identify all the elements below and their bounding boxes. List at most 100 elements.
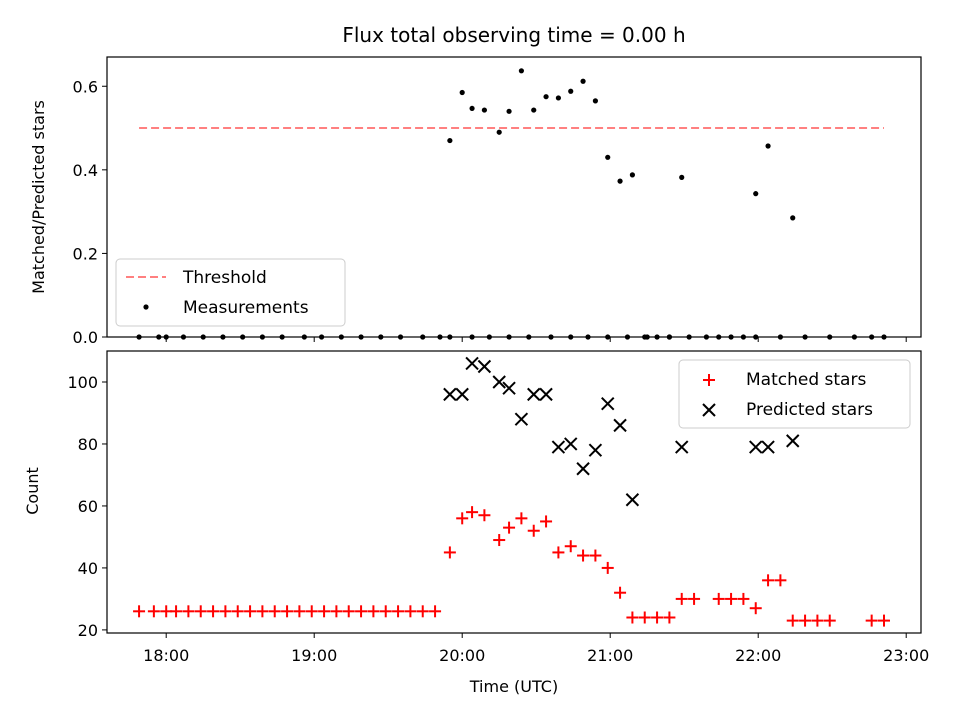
legend-predicted-label: Predicted stars [746, 400, 873, 420]
measurement-point [459, 89, 465, 96]
measurement-point [580, 78, 586, 84]
measurement-point [447, 137, 453, 144]
measurement-point [629, 172, 636, 178]
predicted-star-diag2 [514, 412, 529, 426]
matched-star-point [416, 605, 429, 618]
matched-star-point [577, 549, 590, 562]
predicted-star-diag2 [749, 440, 763, 454]
predicted-star-point [761, 440, 775, 454]
matched-star-point [244, 605, 257, 618]
measurement-point [481, 107, 487, 113]
predicted-star-point [749, 440, 763, 454]
predicted-star-diag2 [551, 440, 566, 454]
predicted-star-point [675, 440, 689, 454]
predicted-star-point [527, 387, 541, 402]
top-legend: Threshold Measurements [115, 258, 346, 327]
predicted-star-diag2 [601, 396, 615, 411]
predicted-star-diag2 [455, 387, 469, 402]
measurement-point [531, 107, 537, 113]
measurement-point [765, 143, 771, 149]
matched-star-point [737, 592, 750, 605]
predicted-star-point [551, 440, 566, 454]
predicted-star-point [588, 443, 603, 457]
matched-star-point [638, 611, 651, 624]
matched-star-point [626, 611, 639, 624]
matched-star-point [503, 521, 516, 534]
x-tick-label-5: 23:00 [883, 646, 929, 665]
predicted-star-diag2 [564, 437, 578, 451]
matched-star-point [762, 574, 775, 587]
predicted-star-point [502, 381, 516, 395]
measurement-point [605, 154, 611, 160]
bottom-axes-frame [106, 350, 922, 634]
predicted-star-point [786, 434, 800, 448]
legend-measurements-label: Measurements [183, 298, 309, 318]
measurement-point [469, 105, 475, 112]
measurement-point [679, 174, 685, 180]
matched-star-point [749, 602, 762, 615]
predicted-star-diag2 [477, 359, 492, 374]
matched-star-point [478, 509, 491, 522]
bottom-legend: Matched stars Predicted stars [678, 359, 911, 429]
top-legend-box [115, 258, 346, 327]
predicted-star-point [477, 359, 492, 374]
matched-star-point [318, 605, 331, 618]
matched-star-point [231, 605, 244, 618]
matched-star-point [651, 611, 664, 624]
measurement-point [790, 215, 796, 221]
predicted-star-diag2 [576, 462, 590, 476]
legend-threshold-label: Threshold [182, 268, 267, 288]
x-tick-label-4: 22:00 [735, 646, 781, 665]
predicted-star-diag2 [443, 387, 457, 402]
y-tick-label-0-3: 0.6 [73, 77, 98, 96]
matched-star-point [725, 592, 738, 605]
matched-star-point [256, 605, 269, 618]
predicted-star-diag2 [675, 440, 689, 454]
measurement-point [592, 98, 599, 104]
y-tick-label-0-2: 0.4 [73, 161, 98, 180]
matched-star-point [774, 574, 787, 587]
bottom-legend-box [678, 359, 911, 429]
y-tick-label-1-3: 80 [78, 435, 98, 454]
matched-star-point [367, 605, 380, 618]
measurement-point [617, 178, 623, 184]
matched-star-point [515, 512, 528, 525]
top-chart-ylabel: Matched/Predicted stars [29, 100, 48, 294]
y-tick-label-0-1: 0.2 [73, 244, 98, 263]
bottom-chart-ylabel: Count [23, 467, 42, 515]
matched-star-point [589, 549, 602, 562]
matched-star-point [268, 605, 281, 618]
y-tick-label-0-0: 0.0 [73, 328, 98, 347]
predicted-star-point [564, 437, 578, 451]
measurement-point [506, 108, 512, 114]
matched-star-point [293, 605, 306, 618]
matched-star-point [614, 586, 627, 599]
predicted-star-point [613, 418, 627, 433]
matched-star-point [392, 605, 405, 618]
matched-star-point [342, 605, 355, 618]
matched-star-point [281, 605, 294, 618]
predicted-star-point [576, 462, 590, 476]
matched-star-point [799, 614, 812, 627]
measurement-point [555, 95, 562, 101]
x-tick-label-3: 21:00 [587, 646, 633, 665]
matched-star-point [305, 605, 318, 618]
predicted-star-diag2 [613, 418, 627, 433]
predicted-star-diag2 [492, 375, 506, 389]
legend-matched-plus-icon [703, 374, 715, 386]
bottom-plot-area: 20 40 60 80 100 18:00 19:00 20:00 21:00 22:00 23:0… [67, 356, 929, 665]
matched-star-point [601, 561, 614, 574]
matched-star-point [429, 605, 442, 618]
matched-star-point [811, 614, 824, 627]
matched-star-point [207, 605, 220, 618]
matched-star-point [404, 605, 417, 618]
matched-star-point [194, 605, 207, 618]
matched-star-point [147, 605, 160, 618]
predicted-star-diag2 [761, 440, 775, 454]
legend-measurements-dot-icon [143, 304, 149, 310]
matched-star-point [675, 592, 688, 605]
top-chart-title: Flux total observing time = 0.00 h [342, 23, 685, 47]
measurement-point [543, 94, 549, 100]
matched-star-point [712, 592, 725, 605]
bottom-chart-xlabel: Time (UTC) [469, 677, 558, 696]
